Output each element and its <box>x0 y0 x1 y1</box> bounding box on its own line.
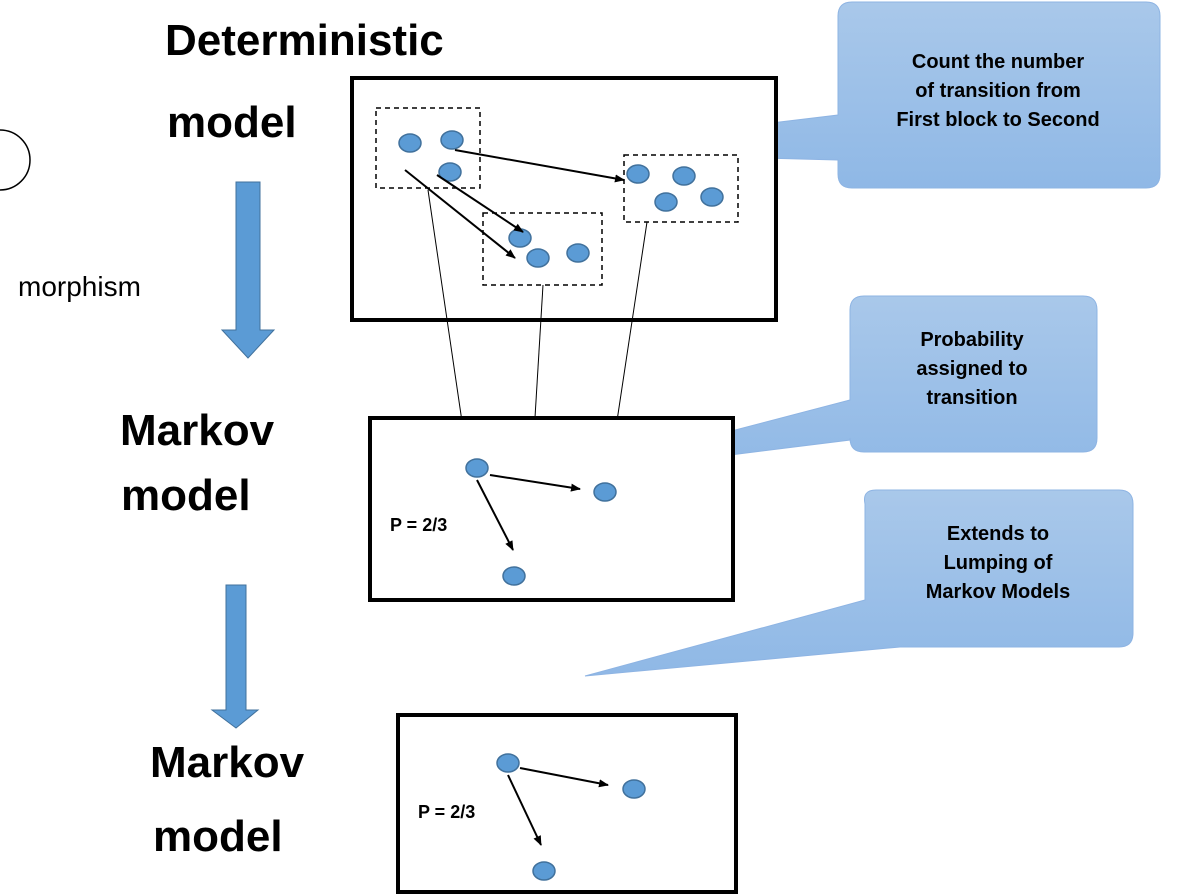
block <box>623 154 739 223</box>
morphism-label: morphism <box>18 271 141 302</box>
callout <box>554 295 1098 478</box>
block-arrow <box>220 181 276 359</box>
callout-text: Lumping of <box>944 552 1053 574</box>
level-title: Markov <box>150 738 305 787</box>
partial-circle <box>0 129 31 191</box>
callout <box>584 489 1134 677</box>
level-title: model <box>153 812 283 861</box>
level-title: model <box>121 471 251 520</box>
callout-text: of transition from <box>915 80 1081 102</box>
markov-states <box>496 753 646 881</box>
block <box>482 212 603 286</box>
callout-text: Extends to <box>947 523 1049 545</box>
markov-states <box>465 458 617 586</box>
states <box>398 130 724 268</box>
callout-text: Probability <box>920 329 1024 351</box>
callout-text: assigned to <box>916 358 1027 380</box>
level-title: Markov <box>120 406 275 455</box>
level-title: Deterministic <box>165 16 444 65</box>
callout-text: transition <box>926 387 1017 409</box>
markov-box <box>396 713 738 894</box>
probability-label: P = 2/3 <box>390 515 447 535</box>
callout-text: Markov Models <box>926 581 1070 603</box>
callout-text: First block to Second <box>896 109 1099 131</box>
markov-box <box>368 416 735 602</box>
level-title: model <box>167 98 297 147</box>
block-arrow <box>210 584 260 729</box>
probability-label: P = 2/3 <box>418 802 475 822</box>
callout-text: Count the number <box>912 51 1084 73</box>
